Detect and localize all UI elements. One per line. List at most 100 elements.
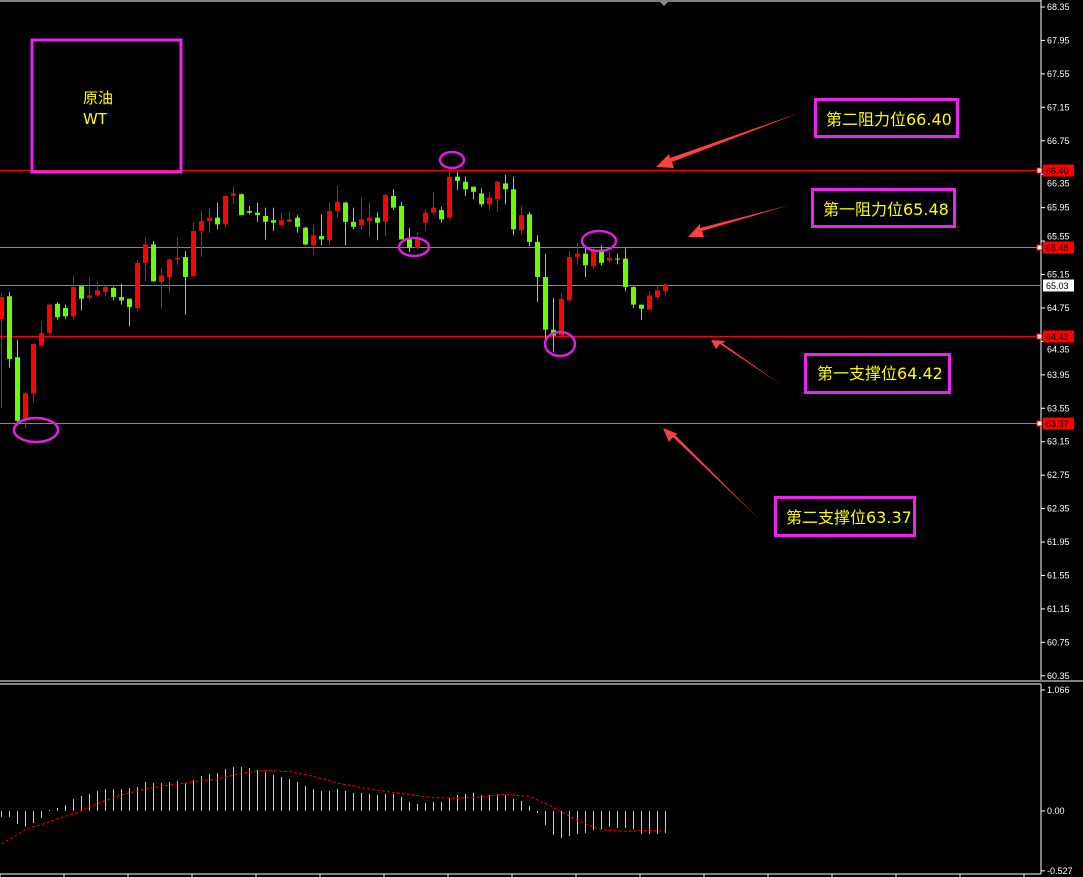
circle-low-63-37 [12,416,60,444]
candle [87,277,92,301]
candle [615,253,620,265]
candle-body [359,219,364,226]
candles [0,170,668,429]
candle [0,292,4,409]
candle-body [279,220,284,226]
candle-body [431,207,436,213]
candle [663,282,668,296]
candle-body [615,258,620,260]
candle [335,185,340,218]
level-handle-icon[interactable] [1036,244,1043,251]
candle-body [255,212,260,216]
level-handle-icon[interactable] [1036,167,1043,174]
price-tick-label: 61.15 [1047,604,1070,614]
candle-body [591,249,596,267]
macd-tick-label: 0.00 [1047,806,1065,816]
candle [71,275,76,319]
arrow-to-support-2 [663,428,759,519]
candle [103,285,108,297]
price-tick-label: 60.35 [1047,671,1070,681]
chart-shift-marker-icon[interactable] [659,1,669,6]
level-tag-bg [1043,330,1074,343]
candle [527,211,532,247]
circle-low-64-42 [543,330,577,358]
candle-body [583,253,588,266]
candle [175,236,180,266]
candle [575,242,580,265]
candle-body [567,256,572,301]
candle [95,282,100,297]
candle [391,189,396,211]
candle [655,285,660,300]
candle [407,227,412,252]
candle [511,176,516,236]
annotation-text: 第一支撑位64.42 [817,364,943,383]
candle [471,186,476,200]
candle-body [0,297,4,319]
price-tick-label: 65.55 [1047,232,1070,242]
candle [327,202,332,246]
candle-body [223,195,228,225]
candle [607,251,612,262]
level-handle-icon[interactable] [1036,420,1043,427]
annotation-box-border [814,98,959,138]
candle-body [327,210,332,241]
candle-body [639,304,644,309]
candle [23,391,28,429]
candle-body [511,189,516,230]
candle [319,214,324,246]
candle-body [415,239,420,248]
annotation-resistance-2: 第二阻力位66.40 [814,98,959,138]
price-tick-label: 65.95 [1047,203,1070,213]
candle [599,245,604,266]
arrow-to-resistance-1 [688,205,790,237]
candle-body [103,287,108,293]
candle [31,343,36,403]
candle-body [7,296,12,359]
candle-body [375,217,380,223]
candle-body [423,212,428,223]
price-tick-label: 67.55 [1047,69,1070,79]
candle-body [119,297,124,301]
instrument-name-cn: 原油 [83,89,113,107]
candle-body [527,214,532,242]
level-handle-icon[interactable] [1036,333,1043,340]
candle-body [215,217,220,225]
candle [215,202,220,230]
candle [567,251,572,301]
annotation-resistance-1: 第一阻力位65.48 [811,188,956,228]
candle-body [207,217,212,222]
candle-body [471,186,476,192]
candle-body [175,257,180,260]
annotation-box-border [774,496,916,537]
price-tick-label: 64.35 [1047,345,1070,355]
candle-body [191,231,196,277]
instrument-box-border [30,38,183,174]
candle-body [463,181,468,190]
candle [127,298,132,327]
annotation-support-2: 第二支撑位63.37 [774,496,916,537]
candle-body [263,216,268,222]
candle-body [143,244,148,263]
price-tick-label: 66.35 [1047,179,1070,189]
price-tick-label: 67.15 [1047,102,1070,112]
candle [159,267,164,309]
candle-body [135,262,140,308]
candle [583,247,588,278]
candle [79,286,84,311]
candle-body [159,275,164,283]
candle [47,303,52,335]
candle [639,304,644,320]
candle [239,193,244,216]
candle-body [647,295,652,310]
circle-resistance-65-48 [580,229,618,253]
candle-body [455,176,460,181]
candle-body [447,176,452,218]
candle-body [47,304,52,334]
candle-body [335,201,340,211]
candle [503,175,508,205]
candle-body [607,257,612,261]
candle-body [183,256,188,278]
candle [359,197,364,231]
candle [223,195,228,228]
